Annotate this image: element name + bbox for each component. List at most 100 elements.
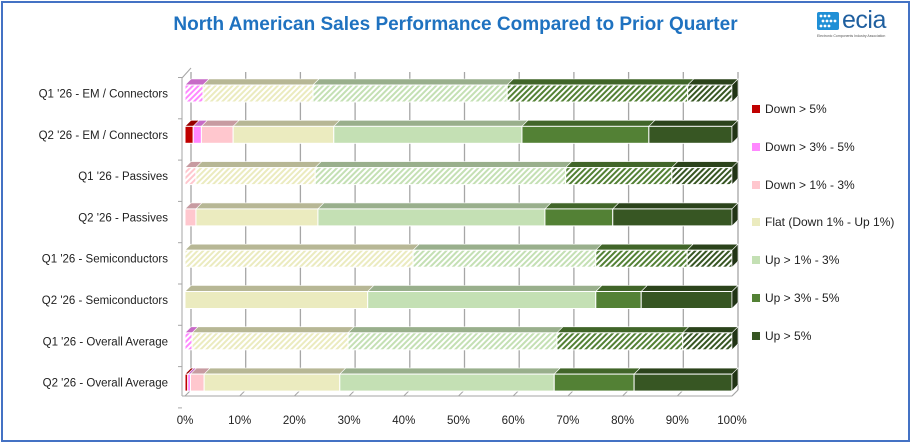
bar-segment [671,167,733,186]
bar-segment [184,125,194,144]
bar-segment-top [564,161,679,168]
bar-segment-side [731,78,739,103]
category-label: Q1 '26 - Overall Average [43,336,168,348]
bar-segment [595,249,688,268]
bar-segment-top [686,243,739,251]
bar-segment-top [640,285,739,292]
bar-segment [312,84,508,103]
bar-segment [682,332,733,351]
bars [184,78,739,392]
bar-segment [184,84,204,103]
ecia-logo-icon [817,12,839,30]
bar-segment [686,249,733,268]
x-tick-label: 100% [717,415,746,427]
bar-segment-top [232,120,341,127]
bar-segment-side [731,326,739,351]
bar-segment [202,84,314,103]
bar-segment-top [671,161,739,168]
bar-segment-top [202,78,320,86]
bar-segment-top [648,120,739,127]
x-tick-label: 40% [392,415,415,427]
chart-title: North American Sales Performance Compare… [0,14,911,36]
bar-segment [648,125,733,144]
bar-segment-top [195,202,325,210]
bar-segment [367,291,597,309]
bar-segment-top [553,367,641,375]
bar-row [184,202,739,227]
bar-segment [317,208,546,227]
bar-segment-top [595,285,648,292]
x-tick-label: 60% [502,415,525,427]
legend-label: Up > 5% [765,329,812,343]
ecia-logo-word: ecia [842,6,886,34]
chart-title-text: North American Sales Performance Compare… [173,14,738,35]
bar-segment-top [339,367,561,375]
category-label: Q2 '26 - Overall Average [43,378,168,390]
legend-swatch [752,181,760,189]
bar-segment [640,291,733,309]
bar-segment-side [731,160,739,186]
bar-segment-top [595,243,694,251]
bar-segment-top [184,243,420,251]
bar-segment-top [412,243,603,251]
bar-segment [687,84,733,103]
bar-segment-top [184,285,375,292]
x-tick-label: 80% [611,415,634,427]
bar-segment-top [314,161,573,168]
bar-segment [553,373,635,392]
legend-label: Down > 1% - 3% [765,178,855,192]
legend-swatch [752,294,760,302]
category-label: Q2 '26 - Passives [78,212,168,224]
bar-segment-side [731,367,739,392]
bar-row [184,119,739,145]
x-tick-label: 50% [447,415,470,427]
legend-swatch [752,105,760,113]
bar-segment [184,291,369,309]
legend-label: Down > 5% [765,102,827,116]
bar-segment [556,332,684,351]
bar-segment-side [731,119,739,145]
legend-swatch [752,218,760,226]
bar-segment [232,125,335,144]
x-tick-label: 20% [283,415,306,427]
bar-segment-top [347,326,564,334]
legend-label: Down > 3% - 5% [765,140,855,154]
bar-segment [347,332,558,351]
bar-row [184,160,739,186]
x-tick-label: 70% [556,415,579,427]
bar-segment [195,167,316,186]
bar-segment [184,208,197,227]
bar-segment-side [731,202,739,227]
x-tick-label: 30% [338,415,361,427]
bar-segment-top [544,202,620,210]
bar-segment-top [366,285,603,292]
x-tick-label: 90% [666,415,689,427]
bar-segment [595,291,642,309]
bar-segment-top [312,78,514,86]
bar-segment-top [682,326,739,334]
ecia-logo: ecia Electronic Components Industry Asso… [817,6,897,40]
bar-row [184,284,739,310]
bar-segment-top [556,326,690,334]
bar-segment-top [195,161,322,168]
bar-segment [184,332,193,351]
bar-segment [314,167,567,186]
bar-segment [565,167,673,186]
bar-segment [544,208,614,227]
category-label: Q2 '26 - Semiconductors [42,295,168,307]
bar-segment [184,249,414,268]
bar-segment [191,332,349,351]
legend-swatch [752,256,760,264]
legend-swatch [752,143,760,151]
legend-label: Up > 3% - 5% [765,291,840,305]
bar-segment-side [731,243,739,268]
ecia-logo-tagline: Electronic Components Industry Associati… [817,34,886,38]
bar-row [184,78,739,103]
x-tick-labels: 0% 10% 20% 30% 40% 50% 60% 70% 80% 90% 100% [177,415,747,427]
bar-segment [195,208,319,227]
axes [178,67,739,409]
bar-segment [612,208,733,227]
bar-segment-top [317,202,552,210]
bar-segment [184,167,197,186]
